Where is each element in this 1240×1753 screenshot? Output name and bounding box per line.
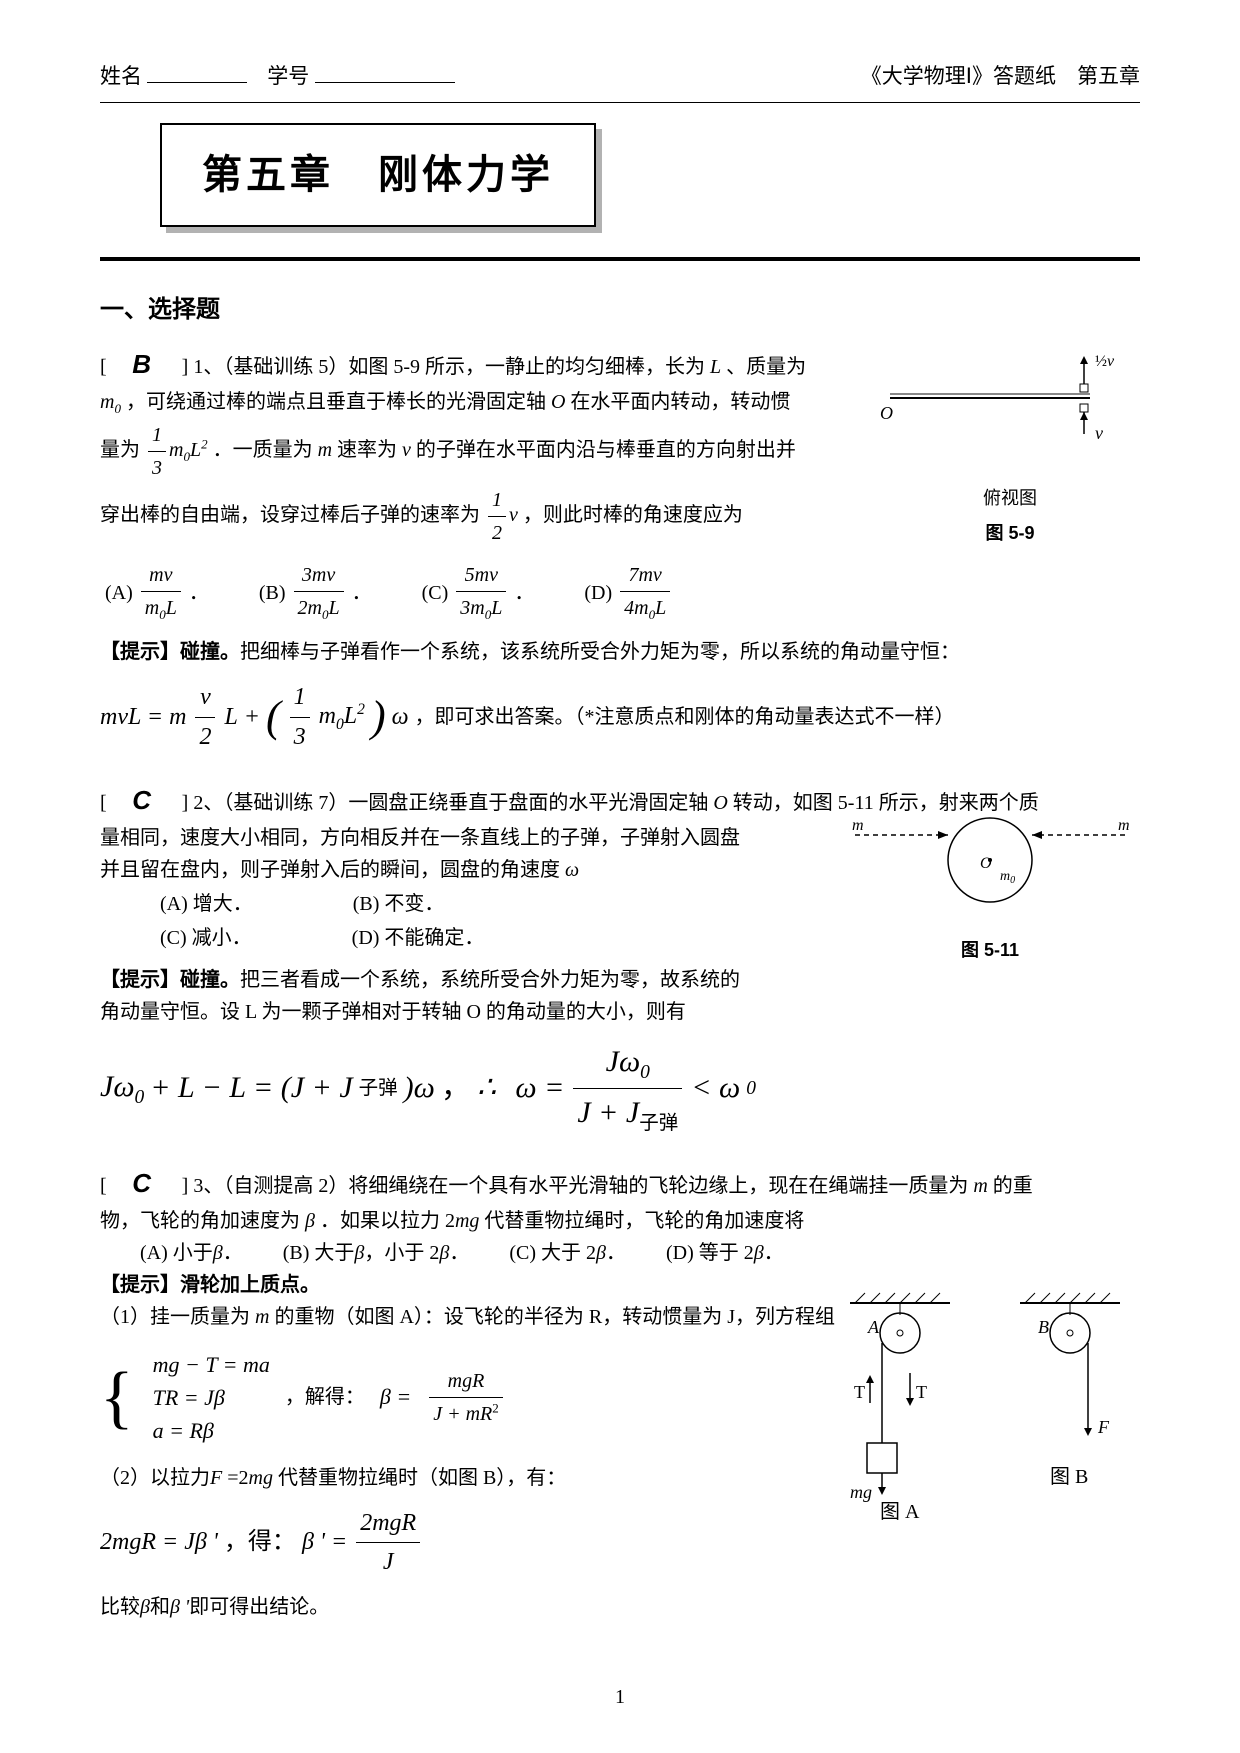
chapter-title: 第五章 刚体力学: [202, 143, 554, 207]
q2-answer: C: [127, 780, 157, 822]
q3-options: (A) 小于β． (B) 大于β，小于 2β． (C) 大于 2β． (D) 等…: [100, 1237, 1140, 1269]
figure-q3: A mg T T 图 A B: [820, 1283, 1140, 1523]
q1-answer: B: [127, 344, 157, 386]
id-label: 学号: [267, 64, 309, 88]
q1-options: (A) mvm0L． (B) 3mv2m0L． (C) 5mv3m0L． (D)…: [100, 559, 1140, 626]
page-header: 姓名 学号 《大学物理Ⅰ》答题纸 第五章: [100, 60, 1140, 94]
name-label: 姓名: [100, 64, 142, 88]
svg-text:m: m: [1118, 817, 1130, 834]
q2-hint: 【提示】碰撞。把三者看成一个系统，系统所受合外力矩为零，故系统的 角动量守恒。设…: [100, 964, 800, 1028]
fig-caption-text: 俯视图: [880, 484, 1140, 513]
id-blank[interactable]: [315, 63, 455, 83]
page-number: 1: [615, 1681, 625, 1713]
svg-text:mg: mg: [850, 1482, 872, 1502]
figure-5-9: O v ½v: [880, 344, 1140, 474]
question-1: O v ½v 俯视图 图 5-9 [ B ] 1、（基础训练 5）如图 5-9 …: [100, 344, 1140, 756]
svg-text:O: O: [880, 403, 893, 423]
svg-text:F: F: [1097, 1417, 1110, 1437]
q1-hint: 【提示】碰撞。把细棒与子弹看作一个系统，该系统所受合外力矩为零，所以系统的角动量…: [100, 636, 1140, 756]
svg-text:图 A: 图 A: [880, 1501, 920, 1523]
chapter-title-box: 第五章 刚体力学: [160, 123, 596, 227]
q1-text-1: ] 1、（基础训练 5）如图 5-9 所示，一静止的均匀细棒，长为: [182, 356, 705, 378]
svg-text:A: A: [867, 1317, 880, 1337]
name-blank[interactable]: [147, 63, 247, 83]
fig-5-9-label: 图 5-9: [880, 519, 1140, 548]
svg-text:m: m: [852, 817, 864, 834]
section-heading: 一、选择题: [100, 291, 1140, 329]
svg-text:B: B: [1038, 1317, 1049, 1337]
figure-5-11: O m0 m m: [840, 810, 1140, 920]
svg-text:T: T: [916, 1382, 927, 1402]
header-right: 《大学物理Ⅰ》答题纸 第五章: [861, 60, 1140, 94]
svg-text:½v: ½v: [1095, 353, 1115, 370]
q2-formula: Jω0 + L − L = (J + J子弹)ω ， ∴ ω = Jω0J + …: [100, 1038, 1140, 1139]
svg-text:O: O: [980, 855, 992, 872]
svg-text:T: T: [854, 1382, 865, 1402]
question-2: O m0 m m 图 5-11 [ C ] 2、（基础训练 7）一圆盘正绕垂直于…: [100, 780, 1140, 1139]
question-3: [ C ] 3、（自测提高 2）将细绳绕在一个具有水平光滑轴的飞轮边缘上，现在在…: [100, 1163, 1140, 1623]
svg-text:v: v: [1095, 423, 1103, 443]
q3-answer: C: [127, 1163, 157, 1205]
fig-5-11-label: 图 5-11: [840, 936, 1140, 965]
svg-text:m0: m0: [1000, 869, 1015, 886]
q3-hint-label: 【提示】滑轮加上质点。: [100, 1274, 320, 1296]
svg-text:图 B: 图 B: [1050, 1466, 1088, 1488]
